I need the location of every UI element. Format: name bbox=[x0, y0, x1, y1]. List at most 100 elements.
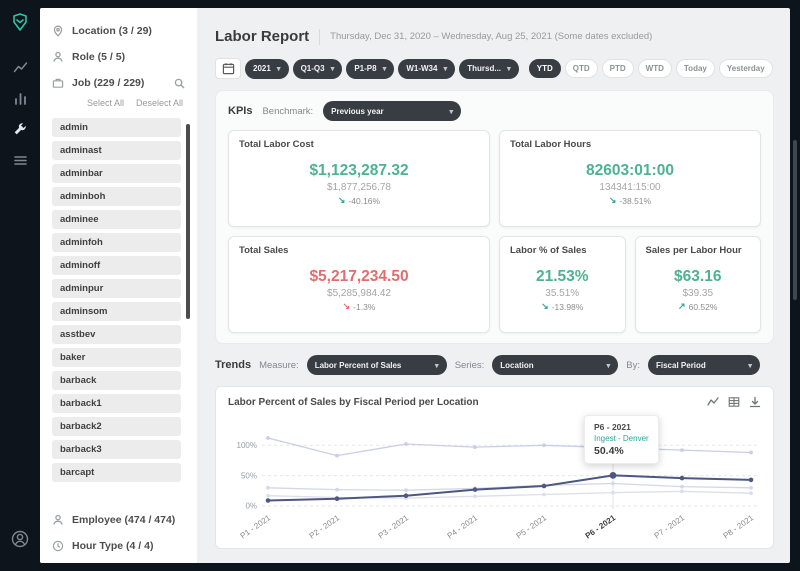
measure-value: Labor Percent of Sales bbox=[315, 361, 402, 370]
range-button-ptd[interactable]: PTD bbox=[602, 59, 634, 78]
kpi-card-total-labor-cost: Total Labor Cost $1,123,287.32 $1,877,25… bbox=[228, 130, 490, 227]
caret-down-icon: ▾ bbox=[748, 361, 752, 370]
job-list-item[interactable]: adminee bbox=[52, 210, 181, 229]
kpi-primary-value: 21.53% bbox=[536, 268, 589, 286]
job-list-item[interactable]: barback1 bbox=[52, 394, 181, 413]
kpi-card-title: Total Sales bbox=[239, 245, 479, 256]
measure-label: Measure: bbox=[259, 360, 299, 371]
date-filter-dropdown[interactable]: W1-W34▾ bbox=[398, 59, 455, 79]
svg-text:P5 - 2021: P5 - 2021 bbox=[515, 513, 549, 541]
nav-rail bbox=[0, 0, 40, 571]
job-list-item[interactable]: adminpur bbox=[52, 279, 181, 298]
search-icon[interactable] bbox=[174, 78, 185, 89]
filter-hour-type-label: Hour Type (4 / 4) bbox=[72, 540, 153, 552]
kpi-change: ↘ -1.3% bbox=[343, 301, 376, 312]
series-dropdown[interactable]: Location ▾ bbox=[492, 355, 618, 375]
job-list-item[interactable]: adminoff bbox=[52, 256, 181, 275]
measure-dropdown[interactable]: Labor Percent of Sales ▾ bbox=[307, 355, 447, 375]
menu-icon[interactable] bbox=[9, 149, 31, 171]
date-filter-dropdown[interactable]: Q1-Q3▾ bbox=[293, 59, 343, 79]
filter-hour-type[interactable]: Hour Type (4 / 4) bbox=[40, 533, 197, 559]
range-button-yesterday[interactable]: Yesterday bbox=[719, 59, 773, 78]
tools-icon[interactable] bbox=[9, 118, 31, 140]
job-list-scrollbar[interactable] bbox=[186, 124, 190, 319]
trends-section-label: Trends bbox=[215, 359, 251, 371]
svg-text:100%: 100% bbox=[237, 441, 257, 450]
job-select-controls: Select All Deselect All bbox=[40, 96, 197, 114]
chart-title: Labor Percent of Sales by Fiscal Period … bbox=[228, 397, 479, 408]
date-filter-dropdown[interactable]: 2021▾ bbox=[245, 59, 289, 79]
deselect-all-link[interactable]: Deselect All bbox=[136, 98, 183, 108]
filter-job-label: Job (229 / 229) bbox=[72, 77, 144, 89]
trend-down-icon: ↘ bbox=[338, 195, 346, 206]
range-button-wtd[interactable]: WTD bbox=[638, 59, 672, 78]
trend-up-icon: ↗ bbox=[678, 301, 686, 312]
kpi-card-total-labor-hours: Total Labor Hours 82603:01:00 134341:15:… bbox=[499, 130, 761, 227]
benchmark-dropdown[interactable]: Previous year ▾ bbox=[323, 101, 461, 121]
job-list: admin adminast adminbar adminboh adminee admi… bbox=[40, 114, 197, 507]
bar-chart-icon[interactable] bbox=[9, 87, 31, 109]
tooltip-value: 50.4% bbox=[594, 445, 649, 457]
download-icon[interactable] bbox=[749, 396, 761, 408]
filter-sidebar: Location (3 / 29) Role (5 / 5) Job (229 … bbox=[40, 8, 197, 563]
clock-icon bbox=[52, 540, 64, 552]
account-icon[interactable] bbox=[9, 528, 31, 550]
job-list-item[interactable]: adminfoh bbox=[52, 233, 181, 252]
job-list-item[interactable]: adminbar bbox=[52, 164, 181, 183]
job-list-item[interactable]: barback2 bbox=[52, 417, 181, 436]
job-list-item[interactable]: adminboh bbox=[52, 187, 181, 206]
calendar-button[interactable] bbox=[215, 58, 241, 79]
sidebar-bottom-filters: Employee (474 / 474) Hour Type (4 / 4) bbox=[40, 507, 197, 563]
date-toolbar: 2021▾Q1-Q3▾P1-P8▾W1-W34▾Thursd...▾ YTDQT… bbox=[215, 58, 774, 79]
kpi-benchmark-value: $1,877,256.78 bbox=[327, 182, 391, 193]
by-dropdown[interactable]: Fiscal Period ▾ bbox=[648, 355, 760, 375]
select-all-link[interactable]: Select All bbox=[87, 98, 124, 108]
kpi-primary-value: $5,217,234.50 bbox=[309, 268, 408, 286]
filter-location[interactable]: Location (3 / 29) bbox=[40, 18, 197, 44]
header-divider bbox=[319, 29, 320, 45]
kpi-primary-value: 82603:01:00 bbox=[586, 162, 674, 180]
job-list-item[interactable]: asstbev bbox=[52, 325, 181, 344]
job-list-item[interactable]: admin bbox=[52, 118, 181, 137]
kpi-row-2: Total Sales $5,217,234.50 $5,285,984.42 … bbox=[228, 236, 761, 333]
date-filter-dropdown[interactable]: Thursd...▾ bbox=[459, 59, 519, 79]
trend-line-chart[interactable]: 0%50%100%P1 - 2021P2 - 2021P3 - 2021P4 -… bbox=[228, 410, 761, 546]
date-filter-dropdowns: 2021▾Q1-Q3▾P1-P8▾W1-W34▾Thursd...▾ bbox=[245, 59, 519, 79]
app-logo[interactable] bbox=[10, 12, 30, 32]
range-button-today[interactable]: Today bbox=[676, 59, 715, 78]
report-date-range: Thursday, Dec 31, 2020 – Wednesday, Aug … bbox=[330, 31, 652, 42]
job-list-item[interactable]: baker bbox=[52, 348, 181, 367]
filter-employee-label: Employee (474 / 474) bbox=[72, 514, 175, 526]
kpi-card-labor-pct-of-sales: Labor % of Sales 21.53% 35.51% ↘ -13.98% bbox=[499, 236, 626, 333]
job-list-item[interactable]: barcapt bbox=[52, 463, 181, 482]
trends-controls: Trends Measure: Labor Percent of Sales ▾… bbox=[215, 355, 774, 375]
chart-view-controls bbox=[707, 396, 761, 408]
kpi-change-value: -13.98% bbox=[552, 302, 584, 312]
range-button-qtd[interactable]: QTD bbox=[565, 59, 598, 78]
caret-down-icon: ▾ bbox=[507, 64, 511, 73]
location-pin-icon bbox=[52, 25, 64, 37]
date-filter-dropdown[interactable]: P1-P8▾ bbox=[346, 59, 394, 79]
job-list-item[interactable]: barback bbox=[52, 371, 181, 390]
job-list-item[interactable]: adminast bbox=[52, 141, 181, 160]
range-button-ytd[interactable]: YTD bbox=[529, 59, 561, 78]
svg-text:50%: 50% bbox=[241, 471, 257, 480]
svg-text:0%: 0% bbox=[245, 502, 257, 511]
by-value: Fiscal Period bbox=[656, 361, 706, 370]
line-view-icon[interactable] bbox=[707, 396, 719, 408]
table-view-icon[interactable] bbox=[728, 396, 740, 408]
line-chart-icon[interactable] bbox=[9, 56, 31, 78]
chart-header: Labor Percent of Sales by Fiscal Period … bbox=[228, 396, 761, 408]
filter-employee[interactable]: Employee (474 / 474) bbox=[40, 507, 197, 533]
svg-text:P1 - 2021: P1 - 2021 bbox=[239, 513, 273, 541]
main-scrollbar[interactable] bbox=[793, 140, 797, 300]
trend-down-icon: ↘ bbox=[541, 301, 549, 312]
job-list-item[interactable]: adminsom bbox=[52, 302, 181, 321]
report-header: Labor Report Thursday, Dec 31, 2020 – We… bbox=[215, 28, 774, 45]
filter-job[interactable]: Job (229 / 229) bbox=[40, 70, 197, 96]
kpi-card-title: Sales per Labor Hour bbox=[646, 245, 751, 256]
filter-role[interactable]: Role (5 / 5) bbox=[40, 44, 197, 70]
job-list-item[interactable]: barback3 bbox=[52, 440, 181, 459]
caret-down-icon: ▾ bbox=[449, 107, 453, 116]
kpi-card-body: $5,217,234.50 $5,285,984.42 ↘ -1.3% bbox=[239, 256, 479, 324]
